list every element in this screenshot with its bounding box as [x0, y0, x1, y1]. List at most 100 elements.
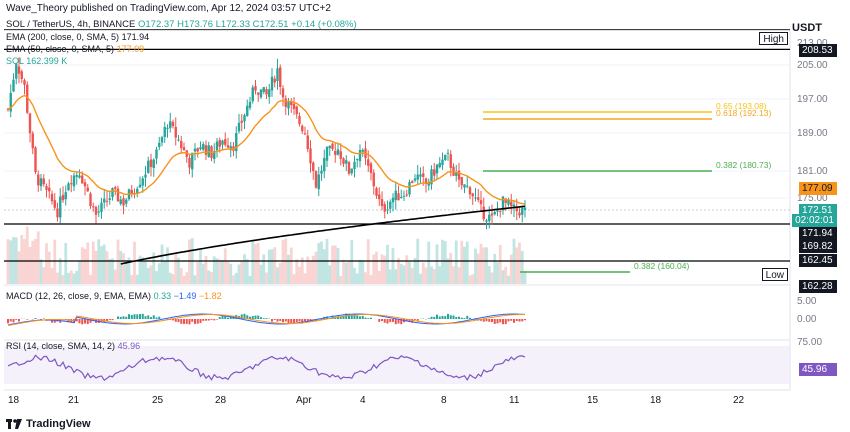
volume-bar: [248, 275, 252, 284]
volume-bar: [232, 275, 235, 284]
fib-label: 0.618 (192.13): [716, 108, 771, 118]
volume-bar: [314, 251, 318, 284]
volume-bar: [298, 266, 301, 284]
volume-bar: [446, 258, 450, 284]
ema-long-legend[interactable]: EMA (50, close, 0, SMA, 5) 177.09: [6, 44, 145, 54]
candle-body: [215, 141, 219, 151]
rsi-legend[interactable]: RSI (14, close, SMA, 14, 2) 45.96: [6, 341, 141, 351]
volume-bar: [210, 272, 213, 284]
volume-bars: [6, 226, 527, 284]
volume-bar: [435, 244, 439, 284]
volume-bar: [53, 239, 57, 284]
candle-body: [430, 169, 433, 185]
volume-bar: [355, 273, 359, 284]
volume-bar: [45, 243, 48, 284]
macd-histogram-bar: [282, 319, 284, 323]
volume-legend[interactable]: SOL 162.399 K: [6, 56, 68, 66]
rsi-tick: 75.00: [797, 337, 822, 348]
macd-histogram-bar: [348, 314, 350, 319]
volume-bar: [215, 258, 219, 284]
high-price: 208.53: [799, 44, 837, 57]
volume-bar: [100, 246, 103, 284]
candle-body: [97, 211, 100, 213]
ema-short-legend[interactable]: EMA (200, close, 0, SMA, 5) 171.94: [6, 32, 150, 42]
support-price: 169.82: [799, 240, 837, 253]
candle-body: [144, 174, 147, 178]
candle-body: [268, 89, 271, 97]
volume-bar: [476, 253, 480, 284]
volume-bar: [188, 239, 191, 284]
macd-histogram-bar: [482, 319, 485, 322]
volume-bar: [218, 259, 222, 284]
level-price: 162.45: [799, 254, 837, 267]
candle-body: [488, 214, 491, 222]
macd-histogram-bar: [499, 319, 502, 323]
candle-body: [325, 146, 329, 161]
macd-histogram-bar: [18, 319, 20, 322]
volume-bar: [122, 253, 125, 284]
volume-bar: [163, 261, 167, 284]
volume-bar: [102, 244, 106, 284]
volume-bar: [113, 269, 117, 284]
volume-bar: [402, 265, 406, 284]
volume-bar: [383, 255, 387, 284]
candle-body: [61, 194, 65, 201]
macd-histogram-bar: [353, 314, 356, 319]
candle-body: [375, 188, 378, 196]
macd-histogram-bar: [130, 314, 133, 319]
candle-body: [449, 154, 452, 168]
volume-bar: [366, 239, 370, 284]
candle-body: [336, 149, 340, 155]
volume-bar: [196, 261, 200, 284]
candle-body: [48, 187, 51, 192]
candle-body: [196, 148, 199, 152]
macd-legend[interactable]: MACD (12, 26, close, 9, EMA, EMA) 0.33 −…: [6, 291, 222, 301]
candle-body: [496, 210, 499, 212]
candle-body: [452, 166, 455, 176]
macd-histogram-bar: [449, 315, 452, 319]
candle-body: [53, 200, 56, 208]
volume-bar: [504, 266, 508, 284]
volume-bar: [28, 246, 32, 284]
candle-body: [270, 76, 274, 91]
volume-bar: [347, 260, 351, 284]
candle-body: [160, 137, 164, 143]
fib-label: 0.382 (180.73): [716, 160, 771, 170]
currency-label[interactable]: USDT: [792, 22, 822, 34]
candle-body: [413, 178, 417, 181]
candle-body: [501, 196, 505, 211]
macd-histogram-bar: [221, 316, 224, 319]
volume-bar: [273, 247, 277, 284]
macd-histogram-bar: [513, 319, 515, 323]
macd-histogram-bar: [504, 319, 507, 325]
macd-histogram-bar: [350, 314, 353, 319]
volume-bar: [56, 272, 59, 284]
candle-body: [105, 200, 109, 202]
current-price: 172.51: [799, 204, 837, 217]
volume-bar: [465, 241, 469, 284]
volume-bar: [144, 261, 147, 284]
macd-histogram-bar: [246, 315, 249, 319]
candle-body: [380, 199, 384, 207]
macd-histogram-bar: [356, 315, 359, 319]
macd-histogram-bar: [86, 319, 89, 325]
candle-body: [504, 198, 507, 203]
macd-histogram-bar: [441, 315, 444, 319]
candle-body: [240, 120, 243, 123]
volume-bar: [86, 242, 90, 284]
candle-body: [353, 161, 356, 170]
candle-body: [204, 145, 208, 155]
ema50-line: [7, 94, 526, 205]
candle-body: [292, 103, 296, 110]
volume-bar: [353, 267, 356, 284]
macd-histogram-bar: [480, 319, 482, 321]
volume-bar: [306, 256, 310, 284]
candle-body: [490, 213, 494, 216]
candle-body: [20, 71, 23, 79]
symbol-name[interactable]: SOL / TetherUS, 4h, BINANCE: [6, 19, 136, 30]
candle-body: [334, 150, 337, 155]
volume-bar: [160, 244, 164, 284]
candle-body: [265, 89, 268, 95]
volume-bar: [17, 251, 21, 284]
